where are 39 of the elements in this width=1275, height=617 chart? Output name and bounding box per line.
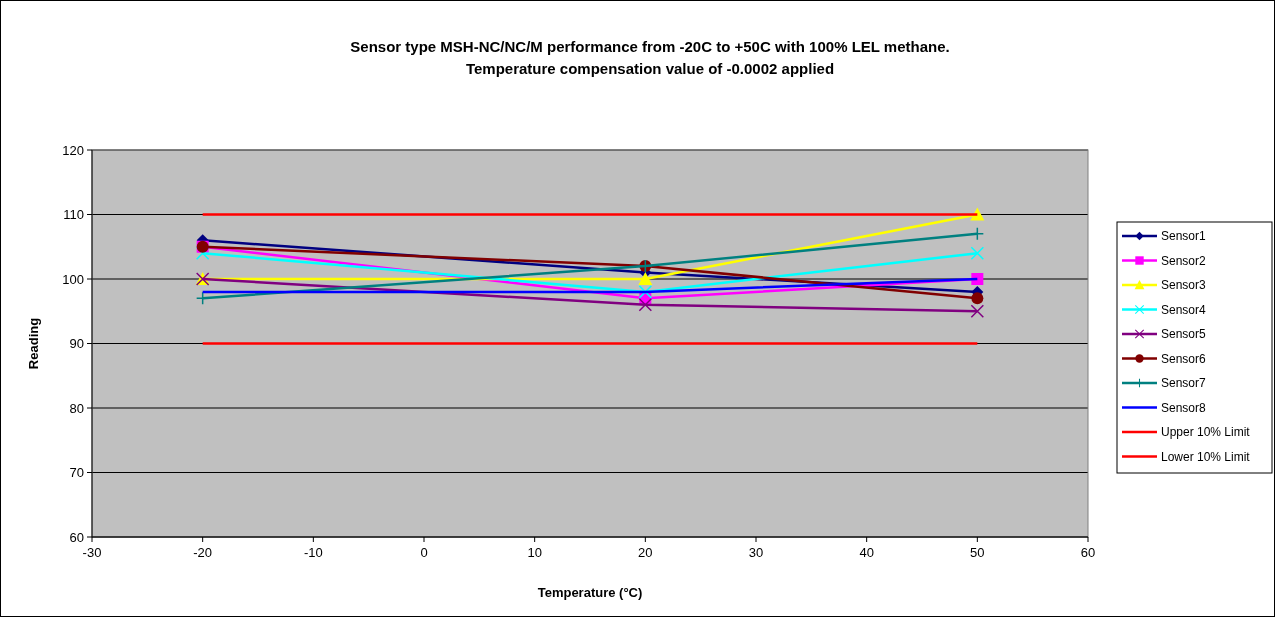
legend-label: Sensor4 <box>1161 302 1207 317</box>
point <box>971 292 984 305</box>
y-tick-label: 120 <box>62 142 84 158</box>
y-axis-title: Reading <box>26 317 41 370</box>
x-tick-label: 60 <box>1080 545 1096 560</box>
y-tick-label: 70 <box>69 465 84 481</box>
x-tick-label: -20 <box>193 545 213 560</box>
y-tick-label: 60 <box>69 529 84 545</box>
point <box>195 246 210 260</box>
point <box>970 246 985 260</box>
legend-label: Sensor1 <box>1161 229 1207 244</box>
legend-label: Lower 10% Limit <box>1161 449 1251 464</box>
x-tick-label: 30 <box>748 545 764 560</box>
point <box>970 304 985 318</box>
y-tick-label: 80 <box>69 400 84 416</box>
legend-label: Sensor5 <box>1161 327 1207 342</box>
x-tick-label: 0 <box>420 545 428 560</box>
legend-label: Sensor7 <box>1161 376 1207 391</box>
x-tick-label: 50 <box>970 545 985 560</box>
y-tick-label: 110 <box>63 207 84 223</box>
legend-label: Upper 10% Limit <box>1161 425 1251 440</box>
point <box>638 272 653 285</box>
x-tick-label: 20 <box>638 545 653 560</box>
y-tick-label: 90 <box>69 336 84 352</box>
point <box>638 298 653 312</box>
x-tick-label: -10 <box>303 545 323 560</box>
x-axis-title: Temperature (°C) <box>537 585 643 600</box>
point <box>971 273 984 285</box>
legend-label: Sensor3 <box>1161 278 1207 293</box>
legend-label: Sensor2 <box>1161 253 1207 268</box>
point <box>638 285 653 299</box>
x-tick-label: -30 <box>82 545 102 560</box>
legend-label: Sensor8 <box>1161 400 1207 415</box>
y-tick-label: 100 <box>62 271 84 287</box>
point <box>970 227 985 241</box>
chart-title: Sensor type MSH-NC/NC/M performance from -20C to +50C with 100% LEL methane. Temperature compensation value of -0.0002 applied <box>350 38 950 77</box>
x-tick-label: 40 <box>859 545 874 560</box>
x-tick-label: 10 <box>527 545 542 560</box>
legend-label: Sensor6 <box>1161 351 1207 366</box>
